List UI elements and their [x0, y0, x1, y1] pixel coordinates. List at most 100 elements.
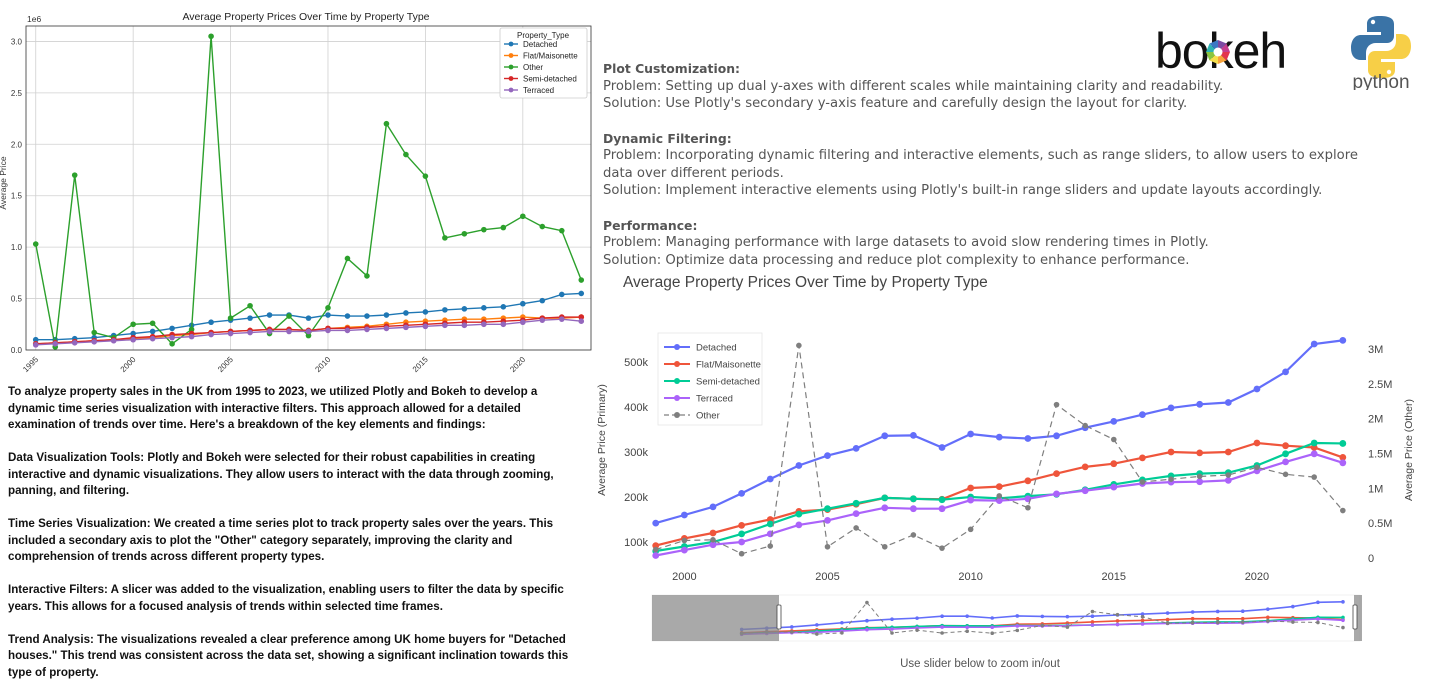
- chart2-point-other: [710, 536, 716, 543]
- chart2-point-terraced: [738, 538, 746, 546]
- range-slider-point-detached: [1165, 611, 1170, 615]
- chart2-point-flat-maisonette: [1110, 460, 1118, 468]
- chart1-x-tick-label: 2010: [313, 355, 332, 374]
- chart2-point-detached: [1282, 368, 1289, 376]
- description-paragraph: Interactive Filters: A slicer was added …: [8, 583, 564, 613]
- range-slider-point-other: [1115, 612, 1120, 617]
- chart2-y2-tick-label: 0.5M: [1368, 518, 1392, 530]
- challenge-problem: Problem: Managing performance with large…: [603, 235, 1209, 250]
- chart2-y-tick-label: 200k: [624, 492, 648, 504]
- chart2-point-terraced: [909, 505, 917, 513]
- chart1-y-axis-label: Average Price: [0, 156, 8, 210]
- chart2-point-terraced: [1110, 483, 1118, 491]
- chart1-point-other: [71, 172, 78, 178]
- chart1-point-terraced: [71, 340, 78, 346]
- challenge-heading: Performance:: [603, 217, 698, 233]
- chart2-y-tick-label: 300k: [624, 447, 648, 459]
- chart1-point-other: [558, 227, 565, 234]
- chart1-point-detached: [500, 304, 507, 310]
- range-slider-point-detached: [1316, 600, 1320, 605]
- chart1-point-terraced: [208, 331, 214, 338]
- chart1-point-terraced: [422, 323, 429, 330]
- chart2-point-terraced: [680, 546, 688, 554]
- chart1-title: Average Property Prices Over Time by Pro…: [182, 11, 429, 23]
- range-slider-point-other: [1165, 621, 1170, 626]
- chart2-point-flat-maisonette: [1224, 448, 1232, 456]
- chart1-point-other: [325, 305, 331, 311]
- range-slider-point-other: [789, 630, 794, 634]
- chart1-legend-marker-semi-detached: [508, 76, 514, 81]
- chart2-point-detached: [680, 511, 688, 519]
- chart2-x-tick-label: 2020: [1245, 571, 1269, 583]
- range-slider-point-other: [840, 631, 844, 635]
- chart1-x-tick-label: 2000: [119, 355, 138, 374]
- range-slider-handle-left[interactable]: [776, 604, 782, 630]
- range-slider-point-terraced: [1015, 624, 1020, 628]
- chart2-point-semi-detached: [1339, 440, 1347, 447]
- chart1-point-detached: [169, 325, 175, 332]
- range-slider-handle-right[interactable]: [1352, 604, 1358, 630]
- range-slider-point-detached: [1266, 607, 1270, 611]
- chart1-point-other: [247, 302, 253, 309]
- range-slider-point-terraced: [865, 627, 869, 632]
- challenge-heading: Plot Customization:: [603, 61, 740, 76]
- chart2-point-terraced: [1196, 478, 1204, 486]
- chart1-legend-label-other: Other: [523, 63, 543, 72]
- chart2-point-flat-maisonette: [1024, 477, 1032, 485]
- range-slider-point-terraced: [940, 625, 944, 629]
- chart2-x-tick-label: 2015: [1102, 571, 1126, 583]
- chart1-y-scale-note: 1e6: [27, 14, 41, 24]
- chart1-point-other: [286, 313, 292, 319]
- challenge-solution: Solution: Optimize data processing and r…: [603, 252, 1190, 268]
- chart2-point-other: [1282, 471, 1289, 478]
- chart2-point-flat-maisonette: [709, 529, 717, 537]
- range-slider-point-flat-maisonette: [1240, 616, 1245, 621]
- chart2-legend-label-other: Other: [696, 411, 720, 422]
- range-slider-mask-left: [652, 595, 779, 641]
- range-slider-point-other: [1291, 620, 1295, 624]
- chart1-legend-marker-flat-maisonette: [508, 53, 514, 58]
- chart1-point-detached: [558, 291, 565, 298]
- chart1-point-other: [461, 230, 468, 237]
- range-slider-point-flat-maisonette: [1215, 617, 1220, 621]
- chart1-point-terraced: [286, 328, 292, 335]
- description-text: To analyze property sales in the UK from…: [8, 384, 583, 698]
- chart2-legend-marker-flat-maisonette: [674, 361, 680, 367]
- chart1-point-other: [500, 224, 507, 231]
- chart1-point-detached: [344, 313, 351, 319]
- chart2-point-semi-detached: [1282, 450, 1289, 458]
- chart2-x-tick-label: 2005: [815, 571, 839, 583]
- range-slider-point-other: [815, 632, 819, 636]
- description-paragraph: Time Series Visualization: We created a …: [8, 517, 554, 563]
- chart1-point-terraced: [52, 341, 59, 347]
- chart2-point-flat-maisonette: [967, 484, 975, 492]
- chart2-point-other: [853, 525, 859, 531]
- range-slider-point-other: [915, 628, 919, 632]
- chart2-point-other: [1225, 472, 1232, 478]
- chart1-legend-title: Property_Type: [517, 31, 570, 40]
- chart1-point-terraced: [130, 336, 136, 343]
- chart2-point-semi-detached: [881, 494, 889, 502]
- range-slider[interactable]: [651, 594, 1362, 642]
- range-slider-point-flat-maisonette: [1115, 619, 1120, 623]
- chart2-y-tick-label: 500k: [624, 357, 648, 369]
- chart2-point-detached: [967, 430, 975, 438]
- chart2-point-other: [796, 342, 802, 349]
- chart2-point-other: [1139, 479, 1146, 485]
- range-slider-mask-right: [1354, 595, 1362, 641]
- chart1-point-detached: [442, 307, 448, 313]
- range-slider-point-terraced: [1115, 622, 1120, 627]
- chart1-point-terraced: [169, 334, 175, 341]
- chart1-point-terraced: [481, 321, 487, 328]
- chart2-point-other: [1025, 504, 1031, 511]
- chart2-point-other: [1168, 476, 1174, 482]
- chart1-point-terraced: [442, 322, 448, 329]
- chart1-point-terraced: [149, 335, 156, 342]
- chart1-legend: Property_Type Detached Flat/Maisonette Oth…: [499, 27, 588, 99]
- chart2-point-flat-maisonette: [1081, 463, 1089, 471]
- range-slider-point-other: [1341, 625, 1345, 630]
- chart2-point-detached: [1196, 400, 1204, 408]
- chart1-point-detached: [32, 336, 39, 343]
- chart1-y-tick-label: 2.5: [11, 89, 23, 98]
- chart2-point-detached: [995, 433, 1003, 441]
